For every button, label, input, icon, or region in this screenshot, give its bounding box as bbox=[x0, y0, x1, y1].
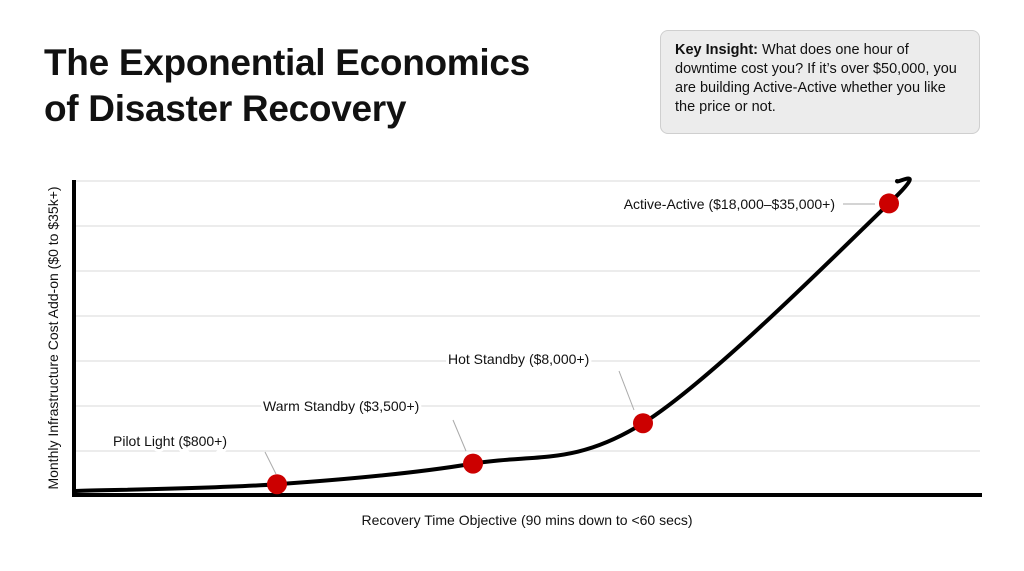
leader-line bbox=[264, 451, 277, 475]
data-point bbox=[463, 453, 483, 474]
data-point bbox=[633, 413, 653, 434]
title-line-2: of Disaster Recovery bbox=[44, 88, 407, 129]
point-label: Active-Active ($18,000–$35,000+) bbox=[624, 196, 835, 212]
key-insight-box: Key Insight: What does one hour of downt… bbox=[660, 30, 980, 134]
point-label: Hot Standby ($8,000+) bbox=[448, 351, 589, 367]
point-label: Pilot Light ($800+) bbox=[113, 433, 227, 449]
point-label: Warm Standby ($3,500+) bbox=[263, 398, 419, 414]
data-points: Pilot Light ($800+) Warm Standby ($3,500+… bbox=[110, 193, 899, 495]
insight-label: Key Insight: bbox=[675, 42, 758, 58]
gridlines bbox=[76, 180, 980, 452]
y-axis-label: Monthly Infrastructure Cost Add-on ($0 t… bbox=[45, 186, 61, 489]
insight-text: What does one hour of downtime cost you?… bbox=[675, 42, 957, 115]
title-line-1: The Exponential Economics bbox=[44, 42, 530, 83]
leader-line bbox=[452, 419, 467, 452]
data-point bbox=[879, 193, 899, 214]
page-title: The Exponential Economics of Disaster Re… bbox=[44, 40, 530, 132]
leader-line bbox=[618, 370, 635, 411]
data-point bbox=[267, 474, 287, 495]
x-axis-label: Recovery Time Objective (90 mins down to… bbox=[361, 512, 692, 528]
